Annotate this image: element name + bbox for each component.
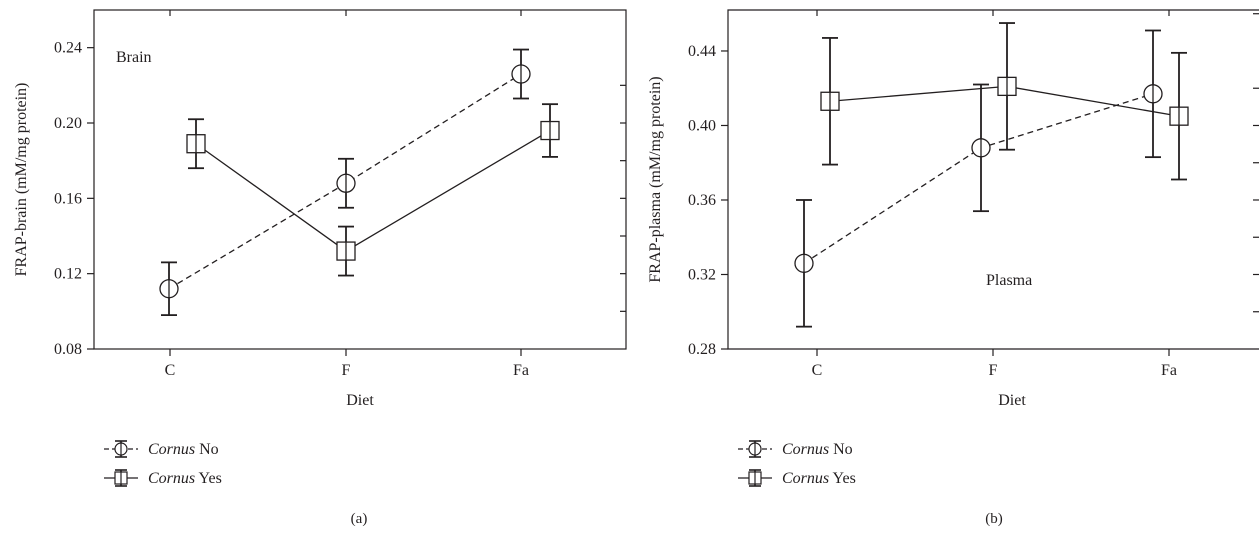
x-tick-label: Fa [1161, 362, 1177, 379]
panel-caption: (b) [985, 511, 1003, 527]
legend-label-italic: Cornus [782, 470, 829, 487]
y-axis-title: FRAP-plasma (mM/mg protein) [647, 76, 664, 282]
legend-label-value: Yes [199, 470, 222, 487]
y-tick-label: 0.20 [54, 115, 82, 132]
legend-label: Cornus No [148, 441, 219, 458]
x-tick-label: C [165, 362, 176, 379]
series-line [168, 73, 522, 290]
plot-frame [93, 9, 627, 350]
y-tick-label: 0.16 [54, 190, 82, 207]
x-tick-label: F [989, 362, 998, 379]
series-cornus-yes [186, 103, 560, 277]
x-axis-title: Diet [998, 392, 1026, 409]
panel-annotation: Plasma [986, 272, 1032, 289]
series-cornus-yes [820, 22, 1189, 181]
series-line [195, 129, 551, 252]
legend-label-italic: Cornus [782, 441, 829, 458]
x-axis-title: Diet [346, 392, 374, 409]
legend-label-italic: Cornus [148, 470, 195, 487]
legend-item-cornus-no: Cornus No [104, 440, 219, 458]
x-tick-label: C [812, 362, 823, 379]
y-tick-label: 0.40 [688, 117, 716, 134]
legend-label-value: No [199, 441, 219, 458]
y-tick-label: 0.32 [688, 266, 716, 283]
chart-panel-a: 0.08 0.12 0.16 0.20 0.24 C F Fa Diet FRAP-brain (… [13, 9, 627, 527]
legend-item-cornus-yes: Cornus Yes [738, 469, 856, 487]
y-tick-label: 0.36 [688, 192, 716, 209]
x-tick-label: F [342, 362, 351, 379]
legend-label: Cornus No [782, 441, 853, 458]
legend-label-value: No [833, 441, 853, 458]
legend-label-value: Yes [833, 470, 856, 487]
y-tick-label: 0.08 [54, 341, 82, 358]
legend-label: Cornus Yes [782, 470, 856, 487]
x-tick-label: Fa [513, 362, 529, 379]
series-line [803, 93, 1154, 264]
legend-label-italic: Cornus [148, 441, 195, 458]
y-tick-label: 0.28 [688, 341, 716, 358]
y-tick-label: 0.12 [54, 266, 82, 283]
panel-caption: (a) [351, 511, 368, 527]
series-cornus-no [159, 48, 531, 317]
chart-panel-b: 0.28 0.32 0.36 0.40 0.44 C F Fa Diet FRAP-plasma … [647, 9, 1259, 527]
legend-item-cornus-no: Cornus No [738, 440, 853, 458]
y-tick-label: 0.24 [54, 40, 82, 57]
series-cornus-no [794, 29, 1163, 328]
legend-item-cornus-yes: Cornus Yes [104, 469, 222, 487]
y-tick-label: 0.44 [688, 43, 716, 60]
legend-label: Cornus Yes [148, 470, 222, 487]
y-axis-title: FRAP-brain (mM/mg protein) [13, 83, 30, 277]
panel-annotation: Brain [116, 49, 152, 66]
